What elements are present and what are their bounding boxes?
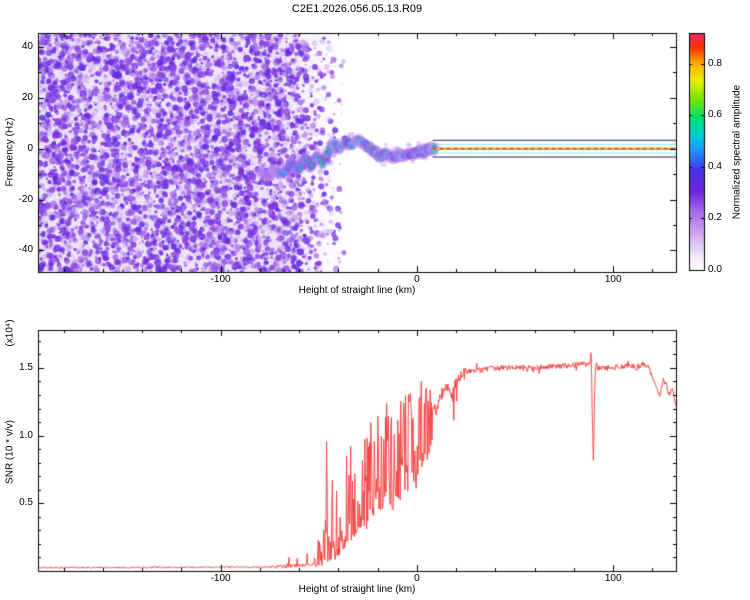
top-y-tick-label: -20 [18,193,33,205]
top-y-tick-label: 20 [21,91,33,103]
colorbar-tick-label: 0.4 [708,160,722,172]
top-y-tick-label: -40 [18,244,33,256]
top-x-axis-label: Height of straight line (km) [298,285,416,296]
colorbar-tick-label: 0.8 [708,57,722,69]
bottom-y-tick-label: 0.5 [19,497,33,509]
bottom-y-axis-scale-label: (x10⁴) [4,319,16,347]
colorbar-tick-label: 0.0 [708,264,722,275]
colorbar-tick-label: 0.6 [708,109,722,121]
colorbar-tick-label: 0.2 [708,212,722,224]
bottom-x-axis-label: Height of straight line (km) [298,584,416,595]
top-x-tick-label: 0 [414,274,420,285]
bottom-x-tick-label: 0 [414,573,420,584]
top-x-tick-label: 100 [604,274,622,285]
top-y-tick-label: 0 [27,142,33,154]
top-y-tick-label: 40 [21,40,33,52]
colorbar-label: Normalized spectral amplitude [731,84,743,220]
bottom-x-tick-label: 100 [604,573,622,584]
bottom-y-tick-label: 1.0 [19,429,33,441]
figure-title: C2E1.2026.056.05.13.R09 [291,3,423,15]
bottom-x-tick-label: -100 [210,573,231,584]
bottom-y-tick-label: 1.5 [19,361,33,373]
top-x-tick-label: -100 [210,274,231,285]
